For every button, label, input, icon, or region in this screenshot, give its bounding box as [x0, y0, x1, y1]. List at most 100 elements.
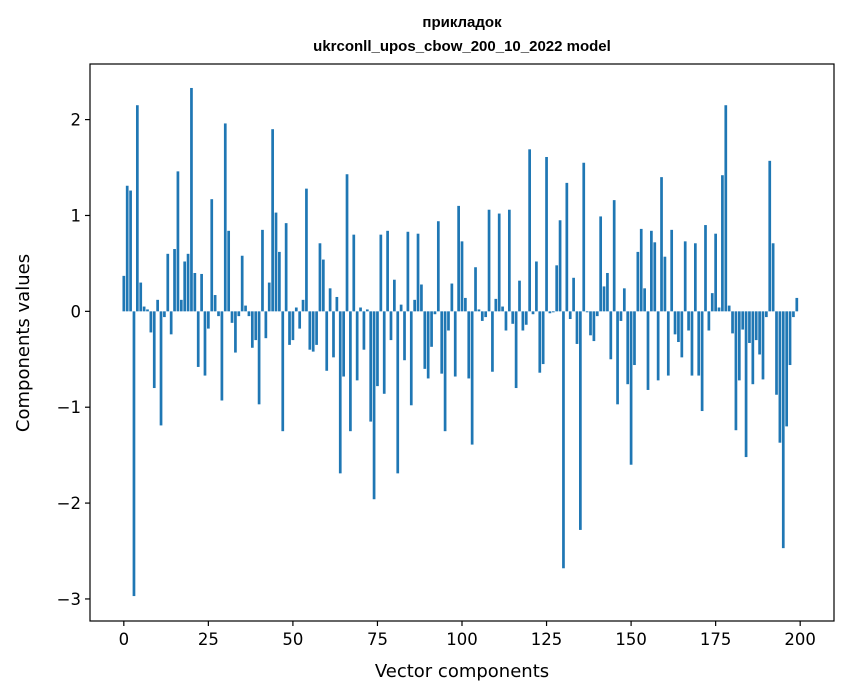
bar-45: [274, 212, 278, 312]
y-axis-label: Components values: [13, 254, 34, 432]
bar-86: [413, 299, 417, 312]
bar-83: [403, 311, 406, 361]
bar-163: [673, 311, 677, 335]
x-tick-label-75: 75: [367, 630, 388, 649]
bar-67: [349, 311, 352, 432]
bar-198: [792, 311, 795, 318]
x-tick-label-200: 200: [784, 630, 816, 649]
bar-173: [707, 311, 711, 331]
bar-46: [278, 251, 281, 312]
bar-106: [480, 311, 484, 321]
bar-76: [379, 234, 383, 312]
bar-44: [271, 129, 274, 312]
bar-161: [666, 311, 670, 376]
bar-129: [558, 220, 562, 312]
bar-20: [190, 87, 193, 312]
bar-166: [683, 241, 687, 312]
bars-group: [122, 87, 799, 597]
bar-85: [409, 311, 413, 406]
bar-27: [213, 295, 217, 312]
bar-113: [504, 311, 508, 331]
bar-31: [227, 230, 231, 312]
y-tick-label-0: 0: [71, 302, 82, 321]
bar-30: [223, 123, 227, 312]
bar-68: [352, 234, 356, 312]
bar-100: [460, 241, 464, 312]
bar-165: [680, 311, 684, 358]
bar-126: [548, 311, 552, 314]
bar-159: [660, 177, 663, 312]
bar-52: [298, 311, 302, 329]
bar-185: [748, 311, 751, 343]
bar-48: [284, 223, 288, 312]
bar-181: [734, 311, 738, 431]
y-tick-label-2: 2: [71, 111, 82, 130]
bar-72: [365, 309, 369, 312]
bar-169: [693, 243, 697, 312]
bar-23: [200, 273, 203, 312]
bar-110: [494, 298, 498, 312]
bar-164: [677, 311, 680, 343]
bar-109: [491, 311, 494, 372]
bar-75: [376, 311, 379, 387]
bar-192: [771, 243, 775, 312]
bar-9: [152, 311, 156, 389]
bar-21: [193, 272, 197, 312]
bar-199: [795, 297, 799, 312]
bar-73: [369, 311, 373, 422]
bar-17: [179, 299, 183, 312]
bar-143: [606, 272, 609, 312]
bar-18: [183, 261, 187, 312]
bar-117: [518, 280, 521, 312]
bar-133: [572, 277, 575, 312]
bar-43: [267, 282, 271, 312]
bar-89: [423, 311, 427, 369]
bar-175: [714, 233, 717, 312]
bar-63: [335, 296, 339, 312]
bar-71: [362, 311, 366, 350]
bar-69: [355, 311, 359, 381]
bar-56: [311, 311, 315, 352]
bar-11: [159, 311, 163, 426]
bar-13: [166, 253, 170, 312]
bar-39: [254, 311, 258, 341]
bar-186: [751, 311, 755, 385]
bar-55: [308, 311, 312, 350]
bar-15: [173, 249, 176, 312]
bar-58: [318, 243, 322, 312]
bar-40: [257, 311, 261, 405]
bar-142: [602, 286, 606, 312]
chart-title-line1: прикладок: [422, 14, 502, 31]
bar-32: [230, 311, 234, 323]
bar-14: [169, 311, 173, 335]
bar-194: [778, 311, 782, 443]
x-axis-label: Vector components: [375, 661, 549, 682]
bar-36: [244, 305, 247, 312]
bar-8: [149, 311, 153, 333]
bar-57: [315, 311, 318, 345]
bar-38: [250, 311, 254, 348]
bar-94: [440, 311, 444, 374]
bar-22: [196, 311, 200, 367]
bar-37: [247, 311, 251, 317]
bar-29: [220, 311, 224, 401]
bar-195: [781, 311, 785, 549]
bar-98: [453, 311, 457, 377]
bar-162: [670, 229, 674, 312]
bar-151: [633, 311, 636, 366]
bar-180: [731, 311, 734, 334]
bar-25: [207, 311, 210, 329]
bar-6: [142, 306, 146, 312]
bar-118: [521, 311, 525, 331]
bar-128: [555, 265, 559, 312]
bar-41: [261, 229, 264, 312]
bar-65: [342, 311, 345, 377]
bar-158: [656, 311, 660, 381]
bar-34: [237, 311, 241, 317]
bar-61: [328, 288, 332, 312]
bar-160: [663, 256, 667, 312]
bar-131: [565, 182, 569, 312]
x-tick-label-100: 100: [446, 630, 478, 649]
bar-95: [443, 311, 447, 432]
bar-183: [741, 311, 745, 330]
